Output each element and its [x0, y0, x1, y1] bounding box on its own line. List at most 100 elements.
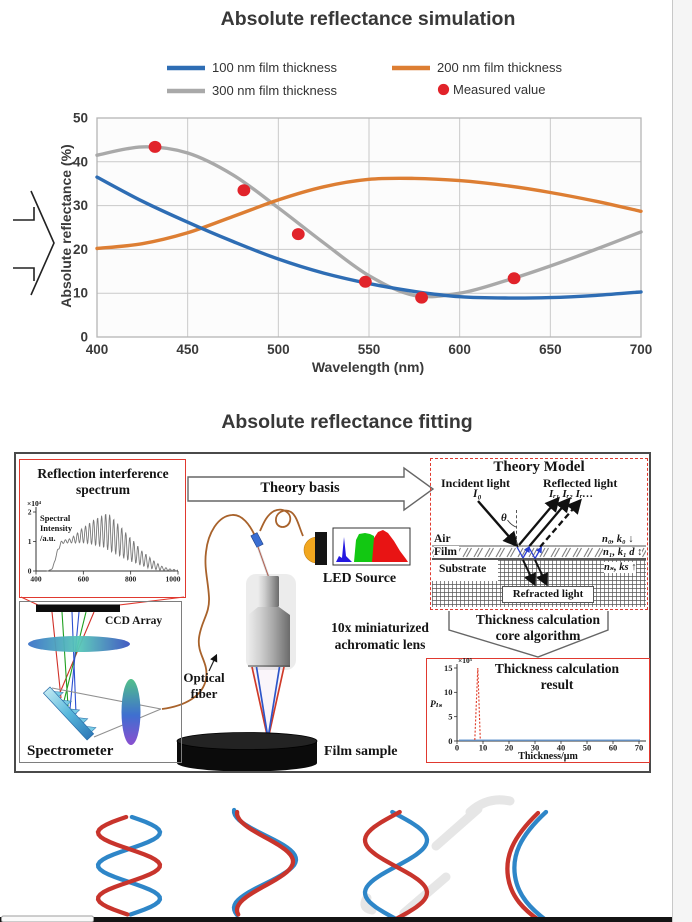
objective-lens-icon — [246, 574, 296, 670]
spectrometer-icon — [20, 596, 185, 745]
y-axis-label: Absolute reflectance (%) — [58, 144, 74, 308]
helix-1-red — [95, 814, 163, 917]
big-right-arrow-icon — [13, 190, 55, 296]
svg-text:50: 50 — [73, 111, 88, 126]
lens-label-2: achromatic lens — [334, 637, 426, 652]
svg-text:30: 30 — [531, 743, 540, 753]
legend-item-300nm: 300 nm film thickness — [166, 83, 337, 98]
svg-text:10: 10 — [444, 687, 453, 697]
spectrum-box-title-1: Reflection interference — [37, 466, 169, 481]
result-xlabel: Thickness/μm — [518, 751, 578, 762]
theta-label: θ — [501, 512, 507, 524]
result-box-title-1: Thickness calculation — [494, 661, 620, 676]
spectrum-ylabel-2: Intensity — [40, 523, 73, 533]
legend-item-measured: Measured value — [437, 82, 546, 97]
svg-text:1: 1 — [28, 537, 32, 546]
spectrometer-label: Spectrometer — [27, 743, 114, 759]
svg-text:400: 400 — [30, 575, 42, 584]
legend-label: 100 nm film thickness — [212, 60, 337, 75]
air-params: n₀, k₀ ↓ — [602, 534, 634, 546]
led-source-label: LED Source — [322, 571, 397, 586]
substrate-params: nₛ, ks ↑ — [604, 562, 637, 574]
incident-light-label: Incident light — [441, 476, 511, 490]
svg-text:700: 700 — [630, 342, 653, 357]
result-scale-label: ×10⁵ — [458, 656, 473, 665]
svg-text:50: 50 — [583, 743, 592, 753]
thickness-result-plot: 0 5 10 15 0 10 20 30 40 50 60 70 — [444, 663, 646, 753]
theory-model-diagram — [432, 496, 646, 607]
svg-text:650: 650 — [539, 342, 562, 357]
focusing-lens-icon — [121, 679, 141, 745]
film-sample-icon — [176, 732, 318, 772]
led-source-icon — [303, 527, 411, 566]
svg-text:5: 5 — [448, 711, 452, 721]
film-params: n₁, k₁ d ↕ — [603, 547, 643, 559]
svg-text:550: 550 — [358, 342, 381, 357]
result-ylabel: Pₗₛ — [430, 700, 443, 710]
spectrum-scale-label: ×10⁴ — [27, 499, 42, 508]
diffraction-grating-icon — [42, 686, 97, 741]
svg-text:40: 40 — [557, 743, 566, 753]
svg-text:30: 30 — [73, 198, 88, 213]
film-sample-label: Film sample — [324, 744, 398, 759]
reflectance-simulation-chart: 400 450 500 550 600 650 700 0 10 20 30 40 50 — [73, 111, 652, 358]
film-label: Film — [434, 546, 459, 559]
refracted-light-label: Refracted light — [502, 586, 594, 603]
interference-spectrum-plot: 0 1 2 400 600 800 1000 — [28, 507, 181, 584]
theory-basis-label: Theory basis — [260, 480, 340, 496]
spectrum-ylabel-3: /a.u. — [40, 533, 56, 543]
chart-plot-area: 400 450 500 550 600 650 700 0 10 20 30 40 50 — [73, 111, 652, 358]
light-cone-icon — [251, 666, 285, 738]
svg-text:20: 20 — [505, 743, 514, 753]
core-algorithm-arrow — [448, 611, 609, 658]
legend-line-300nm-icon — [167, 88, 205, 93]
theory-model-title: Theory Model — [493, 459, 585, 475]
legend-item-100nm: 100 nm film thickness — [166, 60, 337, 75]
svg-text:2: 2 — [28, 508, 32, 517]
optical-fiber-label-1: Optical — [183, 670, 225, 685]
bottom-bar — [0, 917, 692, 922]
bottom-left-tab — [1, 915, 94, 922]
lens-label-1: 10x miniaturized — [331, 620, 429, 635]
fiber-connector-icon — [250, 532, 264, 548]
x-axis-label: Wavelength (nm) — [311, 359, 425, 375]
svg-text:500: 500 — [267, 342, 290, 357]
svg-text:450: 450 — [176, 342, 199, 357]
legend-line-100nm-icon — [167, 65, 205, 70]
right-page-edge — [672, 0, 692, 922]
helix-4-blue — [512, 809, 550, 922]
svg-text:70: 70 — [635, 743, 644, 753]
ccd-array-icon — [36, 604, 120, 612]
svg-text:10: 10 — [479, 743, 488, 753]
helix-2-red — [234, 809, 296, 917]
svg-text:20: 20 — [73, 242, 88, 257]
dispersed-rays — [51, 611, 95, 715]
svg-text:600: 600 — [448, 342, 471, 357]
collimating-lens-icon — [28, 636, 130, 652]
legend-line-200nm-icon — [392, 65, 430, 70]
svg-text:40: 40 — [73, 154, 88, 169]
theory-basis-arrow — [187, 466, 435, 512]
svg-text:400: 400 — [86, 342, 109, 357]
incident-symbol: I₀ — [473, 488, 482, 500]
svg-text:0: 0 — [455, 743, 459, 753]
optical-fiber-label-2: fiber — [190, 686, 218, 701]
legend-label: 200 nm film thickness — [437, 60, 562, 75]
svg-text:0: 0 — [28, 567, 32, 576]
core-algorithm-label-2: core algorithm — [495, 628, 581, 643]
svg-text:15: 15 — [444, 663, 453, 673]
legend-item-200nm: 200 nm film thickness — [391, 60, 562, 75]
legend-dot-icon — [437, 83, 450, 96]
svg-text:0: 0 — [80, 330, 88, 345]
svg-text:800: 800 — [125, 575, 137, 584]
core-algorithm-label-1: Thickness calculation — [475, 612, 601, 627]
spectrum-box-title-2: spectrum — [76, 482, 130, 497]
result-box-title-2: result — [540, 677, 574, 692]
helix-patterns — [95, 807, 550, 922]
helix-1-blue — [95, 814, 163, 917]
svg-text:10: 10 — [73, 286, 88, 301]
helix-4-red — [505, 810, 543, 922]
multi-reflection-arrows — [516, 545, 542, 559]
